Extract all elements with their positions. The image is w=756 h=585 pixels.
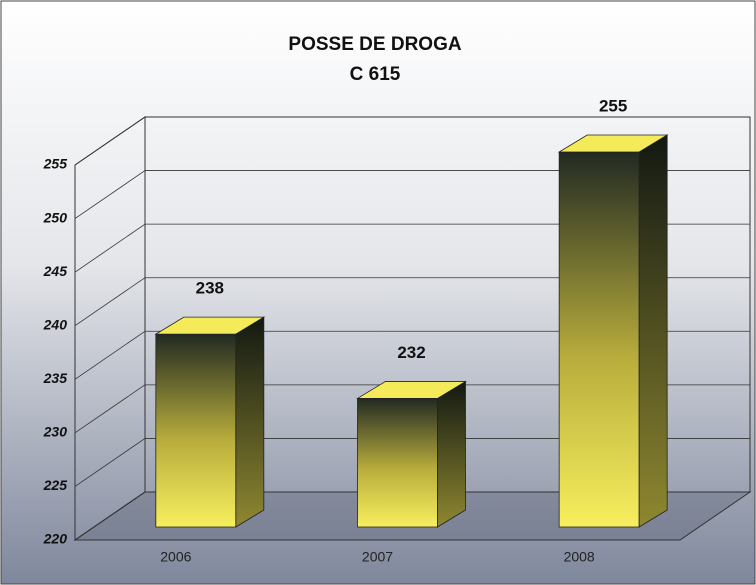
grid-line [74,170,146,219]
y-tick-label: 245 [43,263,68,279]
bar-front [558,151,640,528]
bar-front [357,398,438,528]
y-tick-label: 250 [43,209,68,225]
bar-top [154,316,266,335]
value-label: 238 [196,279,224,298]
bar-top [557,134,669,153]
grid-line [74,491,146,541]
grid-line [74,223,146,273]
y-tick-label: 230 [43,424,68,440]
grid-line [74,116,146,166]
bar-side [235,316,265,528]
x-tick-label: 2006 [160,549,191,565]
bar-side [638,134,668,528]
chart-title: POSSE DE DROGA [288,34,461,55]
bar-top [356,381,467,399]
value-label: 232 [397,343,425,362]
bar [356,380,467,528]
grid-line [74,438,146,487]
bar-front [155,333,237,528]
chart-subtitle: C 615 [350,64,401,85]
y-tick-label: 220 [43,531,68,547]
value-label: 255 [599,96,627,115]
y-tick-label: 240 [43,316,68,332]
y-tick-label: 225 [43,477,68,493]
bar [557,134,669,528]
y-tick-label: 235 [43,370,68,386]
bar [154,316,266,528]
y-tick-label: 255 [43,156,68,172]
bar-side [437,380,466,528]
x-tick-label: 2008 [564,549,595,565]
grid-line [74,277,146,327]
x-tick-label: 2007 [362,549,393,565]
grid-line [74,384,146,434]
grid-line [74,330,146,380]
